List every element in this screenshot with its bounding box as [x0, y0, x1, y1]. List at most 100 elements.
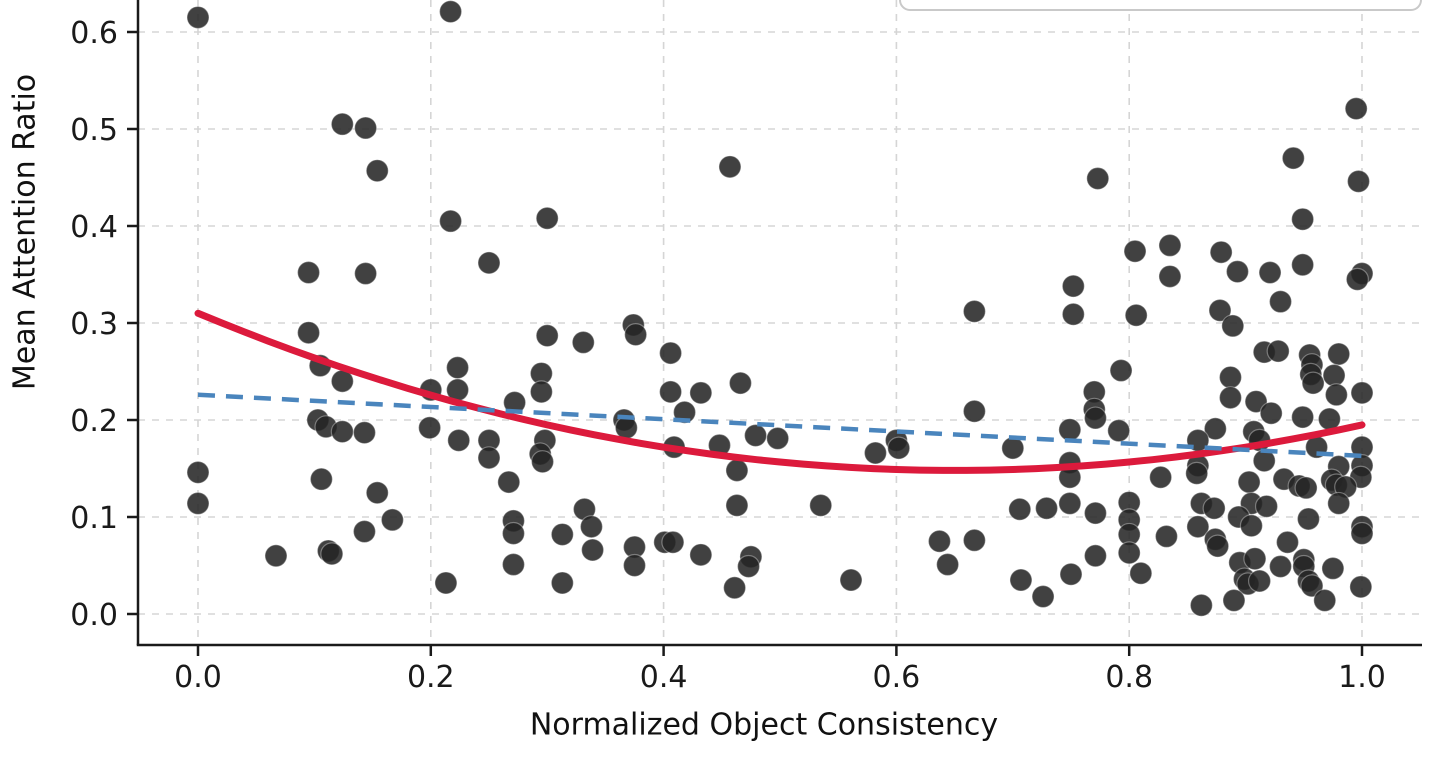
scatter-point: [736, 554, 761, 579]
scatter-point: [438, 0, 463, 24]
scatter-point: [535, 324, 559, 348]
scatter-point: [579, 515, 604, 539]
x-tick-label: 0.6: [873, 660, 921, 695]
scatter-point: [1327, 491, 1351, 516]
y-axis-label: Mean Attention Ratio: [7, 73, 43, 391]
quadratic-fit-line: [194, 309, 1366, 474]
scatter-point: [962, 399, 986, 423]
scatter-point: [1083, 406, 1108, 430]
scatter-point: [723, 576, 747, 600]
x-tick-label: 0.0: [174, 660, 222, 695]
scatter-point: [330, 420, 354, 444]
scatter-point: [1221, 314, 1245, 338]
scatter-point: [1124, 303, 1148, 327]
y-tick-label: 0.1: [70, 501, 118, 536]
scatter-point: [809, 493, 833, 517]
scatter-point: [1149, 465, 1173, 489]
scatter-point: [320, 542, 344, 566]
scatter-point: [1296, 507, 1321, 531]
scatter-point: [1218, 365, 1243, 389]
scatter-point: [728, 371, 753, 395]
scatter-point: [887, 436, 911, 460]
scatter-point: [1346, 169, 1371, 193]
scatter-point: [501, 552, 526, 577]
x-tick-label: 0.4: [640, 660, 688, 695]
y-tick-label: 0.2: [70, 404, 118, 439]
x-axis-label: Normalized Object Consistency: [529, 707, 999, 743]
scatter-point: [1349, 575, 1373, 599]
scatter-point: [1275, 530, 1300, 554]
scatter-point: [1222, 588, 1246, 613]
scatter-point: [1259, 401, 1283, 425]
scatter-point: [264, 544, 288, 568]
scatter-point: [571, 330, 595, 354]
scatter-point: [550, 522, 574, 547]
scatter-point: [1244, 389, 1268, 414]
scatter-point: [927, 529, 952, 553]
y-tick-label: 0.4: [70, 210, 118, 245]
scatter-point: [1291, 253, 1315, 277]
scatter-point: [1208, 298, 1232, 322]
scatter-point: [354, 261, 378, 286]
scatter-point: [1083, 544, 1108, 568]
scatter-point: [689, 381, 713, 405]
scatter-point: [434, 571, 458, 595]
scatter-point: [1107, 419, 1131, 443]
scatter-point: [445, 356, 470, 380]
scatter-point: [530, 450, 555, 474]
scatter-point: [1206, 534, 1230, 558]
scatter-point: [1008, 497, 1032, 521]
scatter-point: [1086, 166, 1110, 191]
scatter-point: [186, 491, 210, 516]
scatter-point: [1117, 541, 1141, 565]
scatter-point: [352, 519, 377, 544]
scatter-point: [1059, 562, 1083, 586]
scatter-point: [354, 116, 378, 140]
scatter-point: [1001, 436, 1025, 460]
scatter-point: [1327, 342, 1351, 366]
scatter-point: [1186, 515, 1210, 539]
scatter-point: [309, 467, 333, 491]
scatter-point: [1258, 260, 1282, 285]
scatter-point: [1324, 383, 1348, 407]
scatter-point: [186, 5, 210, 30]
y-tick-label: 0.0: [70, 598, 118, 633]
scatter-point: [962, 528, 986, 552]
x-tick-label: 1.0: [1338, 660, 1386, 695]
scatter-point: [1300, 574, 1324, 598]
scatter-point: [1031, 584, 1055, 609]
scatter-point: [1202, 496, 1226, 520]
scatter-point: [447, 428, 471, 452]
scatter-point: [580, 538, 605, 562]
scatter-point: [1061, 302, 1085, 326]
scatter-point: [418, 416, 442, 440]
scatter-point: [1350, 521, 1374, 546]
scatter-point: [725, 493, 749, 517]
scatter-point: [1218, 386, 1243, 410]
scatter-point: [1321, 556, 1345, 581]
scatter-point: [1185, 461, 1209, 485]
scatter-point: [1344, 97, 1368, 121]
scatter-point: [1203, 417, 1227, 441]
scatter-point: [1123, 239, 1147, 263]
scatter-point: [936, 552, 960, 577]
scatter-point: [477, 251, 501, 275]
y-tick-label: 0.5: [70, 113, 118, 148]
scatter-point: [1322, 363, 1346, 387]
scatter-point: [672, 400, 697, 424]
scatter-point: [1239, 514, 1264, 538]
legend-box: [899, 0, 1422, 11]
scatter-point: [1061, 274, 1085, 298]
scatter-point: [1247, 569, 1272, 593]
scatter-point: [863, 441, 888, 465]
x-tick-label: 0.8: [1105, 660, 1153, 695]
scatter-point: [1291, 405, 1315, 429]
scatter-point: [380, 508, 404, 532]
scatter-point: [1225, 259, 1250, 284]
scatter-point: [743, 423, 768, 448]
scatter-point: [658, 380, 683, 404]
scatter-point: [1345, 267, 1369, 291]
scatter-point: [1058, 491, 1082, 516]
